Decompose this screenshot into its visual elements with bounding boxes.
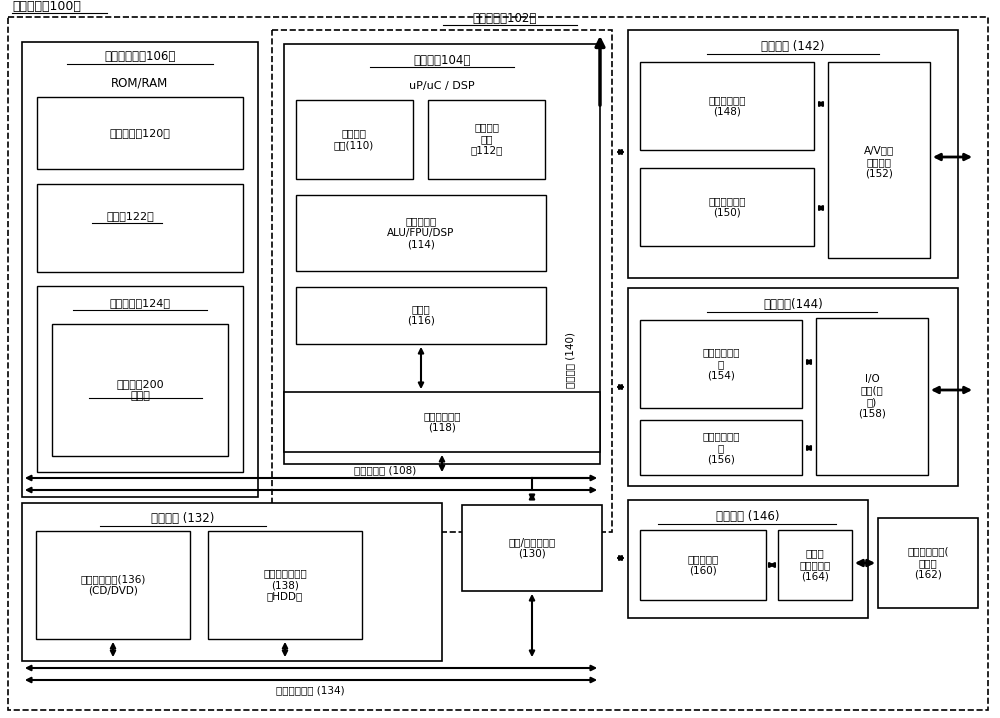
Text: 通信端
口（多个）
(164): 通信端 口（多个） (164)	[799, 549, 831, 582]
Text: 应用（122）: 应用（122）	[106, 211, 154, 221]
Bar	[462, 505, 602, 591]
Bar	[587, 30, 613, 690]
Text: 操作系统（120）: 操作系统（120）	[110, 128, 170, 138]
Bar	[640, 168, 814, 246]
Bar	[628, 288, 958, 486]
Text: 其他计算设备(
多个）
(162): 其他计算设备( 多个） (162)	[907, 546, 949, 579]
Text: uP/uC / DSP: uP/uC / DSP	[409, 81, 475, 91]
Text: 存储器总线 (108): 存储器总线 (108)	[354, 465, 416, 475]
Text: 一级高速
缓存(110): 一级高速 缓存(110)	[334, 129, 374, 150]
Bar	[428, 100, 545, 179]
Bar	[296, 100, 413, 179]
Text: 音频处理单元
(150): 音频处理单元 (150)	[708, 196, 746, 218]
Text: 寄存器
(116): 寄存器 (116)	[407, 304, 435, 326]
Text: ROM/RAM: ROM/RAM	[111, 77, 169, 90]
Bar	[640, 320, 802, 408]
Bar	[828, 62, 930, 258]
Bar	[272, 30, 612, 532]
Bar	[816, 318, 928, 475]
Text: 基本配置（102）: 基本配置（102）	[473, 12, 537, 25]
Text: 儲存设备 (132): 儲存设备 (132)	[151, 513, 215, 526]
Bar	[52, 324, 228, 456]
Bar	[878, 518, 978, 608]
Text: 输出设备 (142): 输出设备 (142)	[761, 40, 825, 54]
Text: 执行方法200
的指令: 执行方法200 的指令	[116, 379, 164, 401]
Bar	[296, 195, 546, 271]
Bar	[37, 184, 243, 272]
Bar	[208, 531, 362, 639]
Text: 串行接口控制
器
(154): 串行接口控制 器 (154)	[702, 348, 740, 381]
Bar	[628, 500, 868, 618]
Text: 程序数据（124）: 程序数据（124）	[110, 298, 170, 308]
Text: 处理器（104）: 处理器（104）	[413, 54, 471, 67]
Text: I/O
端口(多
个)
(158): I/O 端口(多 个) (158)	[858, 373, 886, 419]
Bar	[296, 287, 546, 344]
Text: 儲存接口总线 (134): 儲存接口总线 (134)	[276, 685, 344, 695]
Bar	[640, 62, 814, 150]
Bar	[37, 97, 243, 169]
Bar	[22, 42, 258, 497]
Text: 系统存储器（106）: 系统存储器（106）	[104, 50, 176, 63]
Bar	[284, 392, 600, 452]
Text: 不可移除存储器
(138)
（HDD）: 不可移除存储器 (138) （HDD）	[263, 569, 307, 602]
Text: 网络控制器
(160): 网络控制器 (160)	[687, 554, 719, 576]
Text: 二级高速
缓存
（112）: 二级高速 缓存 （112）	[471, 122, 503, 156]
Text: 可移除存储器(136)
(CD/DVD): 可移除存储器(136) (CD/DVD)	[80, 574, 146, 596]
Bar	[37, 286, 243, 472]
Text: 接口总线 (140): 接口总线 (140)	[565, 332, 575, 388]
Text: 总线/接口控制器
(130): 总线/接口控制器 (130)	[508, 537, 556, 559]
Text: A/V端口
（多个）
(152): A/V端口 （多个） (152)	[864, 146, 894, 179]
Bar	[640, 420, 802, 475]
Bar	[284, 44, 600, 464]
Text: 图像处理单元
(148): 图像处理单元 (148)	[708, 95, 746, 117]
Bar	[628, 30, 958, 278]
Text: 并行接口控制
器
(156): 并行接口控制 器 (156)	[702, 432, 740, 465]
Text: 外围接口(144): 外围接口(144)	[763, 299, 823, 312]
Text: 计算设备（100）: 计算设备（100）	[12, 0, 81, 13]
Bar	[22, 503, 442, 661]
Text: 处理器核心
ALU/FPU/DSP
(114): 处理器核心 ALU/FPU/DSP (114)	[387, 216, 455, 250]
Bar	[640, 530, 766, 600]
Bar	[778, 530, 852, 600]
Text: 通信设备 (146): 通信设备 (146)	[716, 510, 780, 523]
Text: 存储器控制器
(118): 存储器控制器 (118)	[423, 411, 461, 433]
Bar	[36, 531, 190, 639]
